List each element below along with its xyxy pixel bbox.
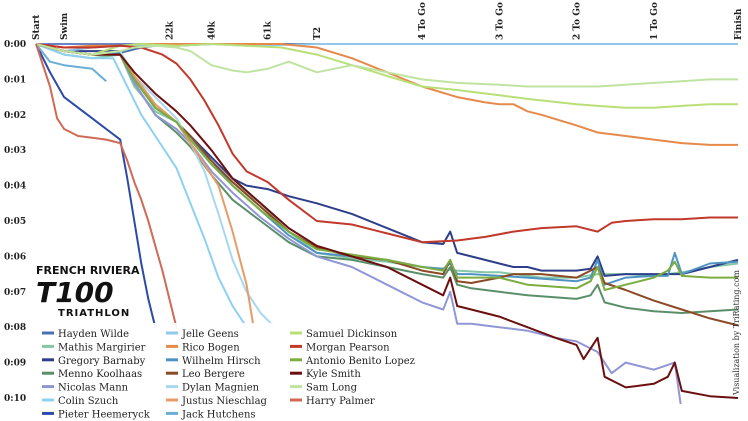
segment-label: Swim	[60, 12, 70, 40]
legend-label: Rico Bogen	[182, 342, 240, 353]
legend-item: Kyle Smith	[290, 369, 361, 380]
series-line	[35, 43, 107, 82]
logo-line2: T100	[36, 276, 114, 309]
series-line	[35, 43, 178, 328]
legend-item: Jack Hutchens	[166, 409, 256, 420]
logo-line3: TRIATHLON	[58, 308, 130, 319]
series-layer	[35, 43, 739, 404]
legend-label: Jack Hutchens	[181, 409, 256, 420]
segment-label: 1 To Go	[650, 2, 660, 40]
legend-label: Pieter Heemeryck	[58, 409, 151, 420]
legend-label: Colin Szuch	[58, 396, 119, 407]
legend-label: Gregory Barnaby	[58, 356, 146, 367]
legend-label: Mathis Margirier	[58, 342, 146, 353]
legend-item: Sam Long	[290, 383, 358, 394]
legend-label: Morgan Pearson	[306, 342, 390, 353]
series-line	[35, 43, 157, 328]
y-tick-label: 0:03	[4, 146, 26, 156]
logo-line1: FRENCH RIVIERA	[36, 264, 140, 277]
legend-label: Justus Nieschlag	[181, 396, 268, 407]
legend-label: Jelle Geens	[181, 329, 239, 340]
segment-label: 61k	[264, 20, 274, 40]
series-line	[35, 43, 738, 244]
segment-label: 40k	[208, 20, 218, 40]
legend-label: Harry Palmer	[306, 396, 375, 407]
legend-item: Jelle Geens	[166, 329, 239, 340]
legend-label: Nicolas Mann	[58, 383, 129, 394]
legend-item: Samuel Dickinson	[290, 329, 398, 340]
series-line	[35, 43, 682, 404]
y-tick-label: 0:02	[4, 111, 26, 121]
legend-item: Wilhelm Hirsch	[166, 356, 261, 367]
legend-background	[37, 323, 412, 419]
series-line	[35, 43, 738, 88]
y-tick-label: 0:04	[4, 182, 26, 192]
legend: Hayden Wilde Mathis Margirier Gregory Barn…	[37, 323, 415, 420]
segment-label: Start	[32, 14, 42, 40]
y-tick-label: 0:05	[4, 217, 26, 227]
segment-label: 4 To Go	[418, 2, 428, 40]
y-tick-label: 0:00	[4, 40, 26, 50]
legend-label: Leo Bergere	[182, 369, 245, 380]
y-tick-label: 0:08	[4, 323, 26, 333]
segment-label: 2 To Go	[573, 2, 583, 40]
legend-label: Wilhelm Hirsch	[182, 356, 261, 367]
legend-item: Justus Nieschlag	[166, 396, 268, 407]
series-line	[35, 43, 739, 399]
segment-label: 22k	[165, 20, 175, 40]
segment-label: Finish	[734, 8, 744, 40]
legend-label: Samuel Dickinson	[306, 329, 398, 340]
legend-label: Hayden Wilde	[58, 329, 129, 340]
legend-item: Menno Koolhaas	[42, 369, 142, 380]
legend-item: Morgan Pearson	[290, 342, 390, 353]
legend-label: Menno Koolhaas	[58, 369, 142, 380]
segment-label: 3 To Go	[495, 2, 505, 40]
legend-label: Kyle Smith	[306, 369, 361, 380]
series-line	[35, 43, 738, 109]
legend-item: Colin Szuch	[42, 396, 119, 407]
legend-label: Antonio Benito Lopez	[305, 356, 415, 367]
legend-item: Dylan Magnien	[166, 383, 260, 394]
y-tick-label: 0:09	[4, 359, 26, 369]
y-axis-ticks: 0:00 0:01 0:02 0:03 0:04 0:05 0:06 0:07 0:08 0:09…	[4, 40, 26, 404]
legend-item: Gregory Barnaby	[42, 356, 146, 367]
legend-item: Mathis Margirier	[42, 342, 146, 353]
series-line	[35, 43, 248, 328]
y-tick-label: 0:10	[4, 394, 26, 404]
event-logo: FRENCH RIVIERA T100 TRIATHLON	[36, 264, 140, 319]
y-tick-label: 0:01	[4, 75, 26, 85]
y-tick-label: 0:07	[4, 288, 26, 298]
legend-item: Rico Bogen	[166, 342, 240, 353]
series-line	[35, 43, 738, 291]
segment-label: T2	[313, 27, 323, 40]
legend-item: Pieter Heemeryck	[42, 409, 151, 420]
legend-item: Antonio Benito Lopez	[290, 356, 415, 367]
legend-item: Leo Bergere	[166, 369, 245, 380]
segment-labels: Start Swim 22k 40k 61k T2 4 To Go 3 To Go 2 To G…	[32, 2, 744, 40]
legend-label: Dylan Magnien	[182, 383, 260, 394]
y-tick-label: 0:06	[4, 252, 26, 262]
legend-item: Nicolas Mann	[42, 383, 129, 394]
legend-label: Sam Long	[306, 383, 358, 394]
legend-item: Harry Palmer	[290, 396, 375, 407]
legend-item: Hayden Wilde	[42, 329, 129, 340]
credit-text: Visualization by TriRating.com	[732, 270, 741, 396]
